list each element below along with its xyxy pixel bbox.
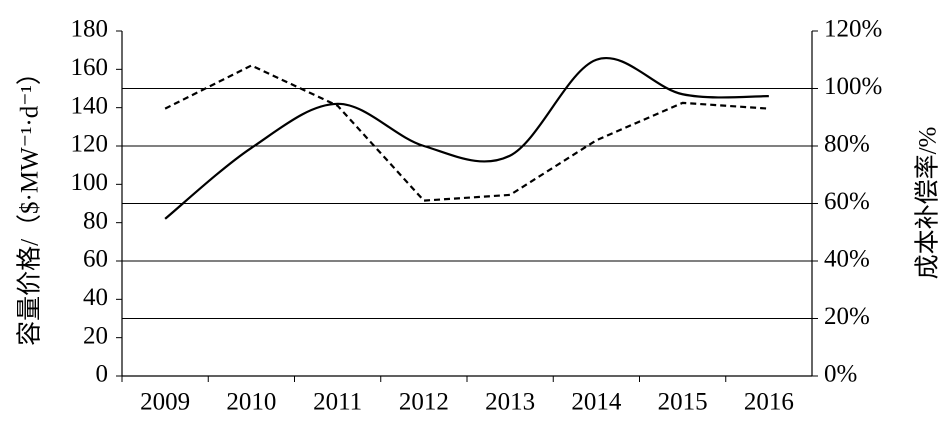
x-tick-label: 2016: [744, 389, 794, 416]
x-tick-label: 2013: [485, 389, 535, 416]
y-axis-label: 容量价格/（$·MW⁻¹·d⁻¹）: [16, 60, 44, 346]
x-tick-label: 2014: [571, 389, 622, 416]
y-tick-label: 0: [96, 361, 109, 388]
y-tick-label: 80: [83, 207, 108, 234]
x-tick-label: 2009: [140, 389, 190, 416]
x-tick-label: 2015: [658, 389, 708, 416]
y-tick-label: 60: [83, 246, 108, 273]
y2-tick-label: 40%: [824, 246, 870, 273]
x-tick-label: 2010: [226, 389, 276, 416]
x-tick-label: 2011: [313, 389, 362, 416]
y2-axis-label: 成本补偿率/%: [914, 127, 942, 280]
y2-tick-label: 100%: [824, 73, 882, 100]
y-tick-label: 20: [83, 322, 108, 349]
y-tick-label: 40: [83, 284, 108, 311]
y2-tick-label: 20%: [824, 303, 870, 330]
y2-tick-label: 0%: [824, 361, 857, 388]
y-tick-label: 120: [71, 131, 109, 158]
y-tick-label: 100: [71, 169, 109, 196]
y2-tick-label: 80%: [824, 131, 870, 158]
x-tick-label: 2012: [399, 389, 449, 416]
y-tick-label: 140: [71, 92, 109, 119]
y2-tick-label: 60%: [824, 188, 870, 215]
series-line: [164, 64, 769, 202]
y-tick-label: 180: [71, 16, 109, 43]
y-tick-label: 160: [71, 54, 109, 81]
y2-tick-label: 120%: [824, 16, 882, 43]
series-line: [164, 57, 769, 220]
